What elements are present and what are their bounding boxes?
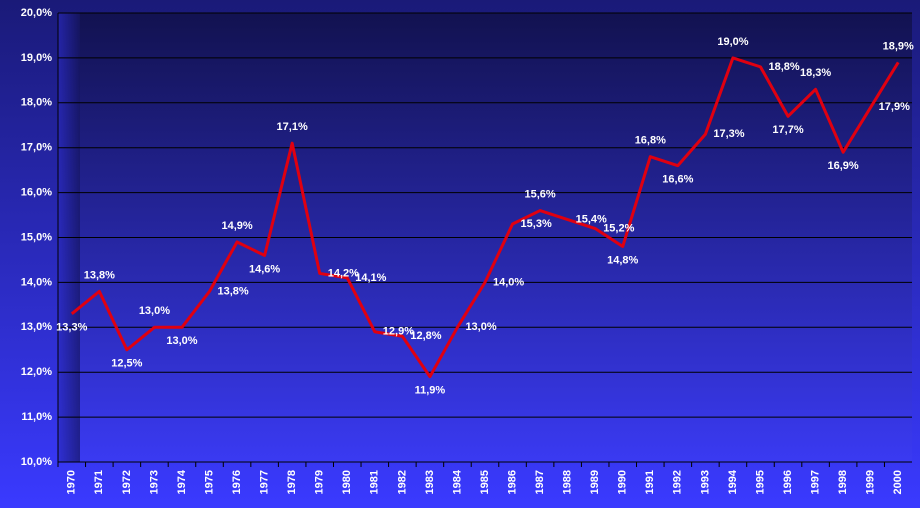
x-tick-label: 1976 [231,470,243,494]
data-label: 13,8% [84,269,115,281]
y-tick-label: 19,0% [21,52,52,64]
x-tick-label: 1975 [203,470,215,494]
data-label: 13,3% [56,322,87,334]
data-label: 16,6% [662,174,693,186]
x-tick-label: 1982 [396,470,408,494]
data-label: 12,9% [383,326,414,338]
x-tick-label: 1990 [617,470,629,494]
data-label: 18,8% [768,61,799,73]
data-label: 14,0% [493,276,524,288]
data-label: 15,3% [521,218,552,230]
x-tick-label: 1988 [562,470,574,494]
x-tick-label: 1980 [341,470,353,494]
y-tick-label: 13,0% [21,321,52,333]
data-label: 14,2% [328,267,359,279]
x-tick-label: 1999 [865,470,877,494]
x-tick-label: 1995 [754,470,766,494]
line [70,56,900,379]
x-tick-label: 1992 [672,470,684,494]
data-label: 12,8% [410,330,441,342]
data-label: 13,0% [166,335,197,347]
data-label: 17,1% [277,121,308,133]
data-label: 19,0% [717,36,748,48]
x-tick-label: 1989 [589,470,601,494]
x-tick-label: 2000 [892,470,904,494]
data-label: 14,8% [607,254,638,266]
data-label: 15,4% [576,213,607,225]
x-tick-label: 1972 [121,470,133,494]
y-tick-label: 20,0% [21,7,52,19]
data-label: 18,3% [800,67,831,79]
data-label: 14,6% [249,263,280,275]
x-tick-label: 1991 [644,470,656,494]
x-tick-label: 1994 [727,469,739,494]
x-tick-label: 1979 [314,470,326,494]
data-label: 16,8% [635,135,666,147]
data-label: 17,3% [713,128,744,140]
data-label: 13,0% [139,305,170,317]
data-label: 13,0% [465,321,496,333]
data-label: 12,5% [111,358,142,370]
x-tick-label: 1985 [479,470,491,494]
y-tick-label: 16,0% [21,187,52,199]
data-label: 15,6% [524,188,555,200]
x-tick-label: 1973 [148,470,160,494]
y-tick-label: 17,0% [21,142,52,154]
y-tick-label: 11,0% [21,411,52,423]
x-tick-label: 1984 [451,469,463,494]
x-tick-label: 1974 [176,469,188,494]
y-tick-label: 15,0% [21,231,52,243]
data-label: 15,2% [603,222,634,234]
x-tick-label: 1993 [699,470,711,494]
x-tick-label: 1983 [424,470,436,494]
data-label: 16,9% [828,160,859,172]
x-tick-label: 1981 [369,470,381,494]
data-label: 11,9% [415,385,446,397]
x-tick-label: 1996 [782,470,794,494]
x-tick-label: 1987 [534,470,546,494]
data-label: 17,7% [772,124,803,136]
x-tick-label: 1970 [66,470,78,494]
data-label: 14,1% [355,272,386,284]
data-label: 13,8% [218,285,249,297]
data-label: 14,9% [221,220,252,232]
x-tick-label: 1977 [259,470,271,494]
data-label: 18,9% [883,40,914,52]
x-tick-label: 1997 [809,470,821,494]
x-tick-label: 1998 [837,470,849,494]
y-tick-label: 18,0% [21,97,52,109]
y-tick-label: 10,0% [21,456,52,468]
data-label: 17,9% [879,101,910,113]
y-tick-label: 14,0% [21,276,52,288]
x-tick-label: 1978 [286,470,298,494]
y-tick-label: 12,0% [21,366,52,378]
x-tick-label: 1986 [506,470,518,494]
x-tick-label: 1971 [93,470,105,494]
